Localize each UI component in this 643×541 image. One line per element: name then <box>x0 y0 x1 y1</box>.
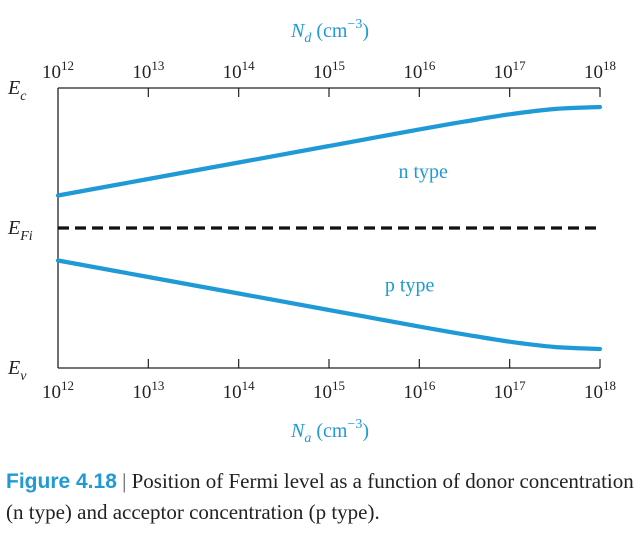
n-type-curve <box>55 104 603 198</box>
bottom-tick-label-12: 1012 <box>42 378 74 403</box>
bottom-tick-label-14: 1014 <box>223 378 256 403</box>
top-tick-label-17: 1017 <box>494 58 526 83</box>
energy-level-labels: Ec EFi Ev <box>7 77 33 384</box>
fermi-level-chart: 1012 1013 1014 1015 1016 1017 1018 1012 1013 101… <box>7 17 616 446</box>
top-axis-ticks: 1012 1013 1014 1015 1016 1017 1018 <box>42 58 616 97</box>
series-group: n type p type <box>55 104 603 352</box>
figure-caption: Figure 4.18 | Position of Fermi level as… <box>6 466 636 527</box>
top-axis-title: Nd (cm−3) <box>290 17 369 46</box>
top-tick-label-13: 1013 <box>132 58 164 83</box>
energy-level-label-fi: EFi <box>7 217 33 244</box>
energy-level-label-v: Ev <box>7 357 27 384</box>
n-type-label: n type <box>398 161 448 183</box>
bottom-axis-title: Na (cm−3) <box>290 417 369 446</box>
top-tick-label-18: 1018 <box>584 58 616 83</box>
caption-text: Position of Fermi level as a function of… <box>6 469 634 524</box>
bottom-tick-label-18: 1018 <box>584 378 616 403</box>
top-tick-label-14: 1014 <box>223 58 256 83</box>
top-tick-label-15: 1015 <box>313 58 345 83</box>
caption-separator: | <box>116 469 132 493</box>
bottom-tick-label-13: 1013 <box>132 378 164 403</box>
bottom-axis-ticks: 1012 1013 1014 1015 1016 1017 1018 <box>42 359 616 403</box>
figure-label: Figure 4.18 <box>6 470 117 493</box>
bottom-tick-label-16: 1016 <box>403 378 436 403</box>
top-tick-label-12: 1012 <box>42 58 74 83</box>
top-tick-label-16: 1016 <box>403 58 436 83</box>
bottom-tick-label-17: 1017 <box>494 378 526 403</box>
p-type-label: p type <box>385 274 435 296</box>
energy-level-label-c: Ec <box>7 77 27 104</box>
bottom-tick-label-15: 1015 <box>313 378 345 403</box>
p-type-curve <box>55 258 603 352</box>
